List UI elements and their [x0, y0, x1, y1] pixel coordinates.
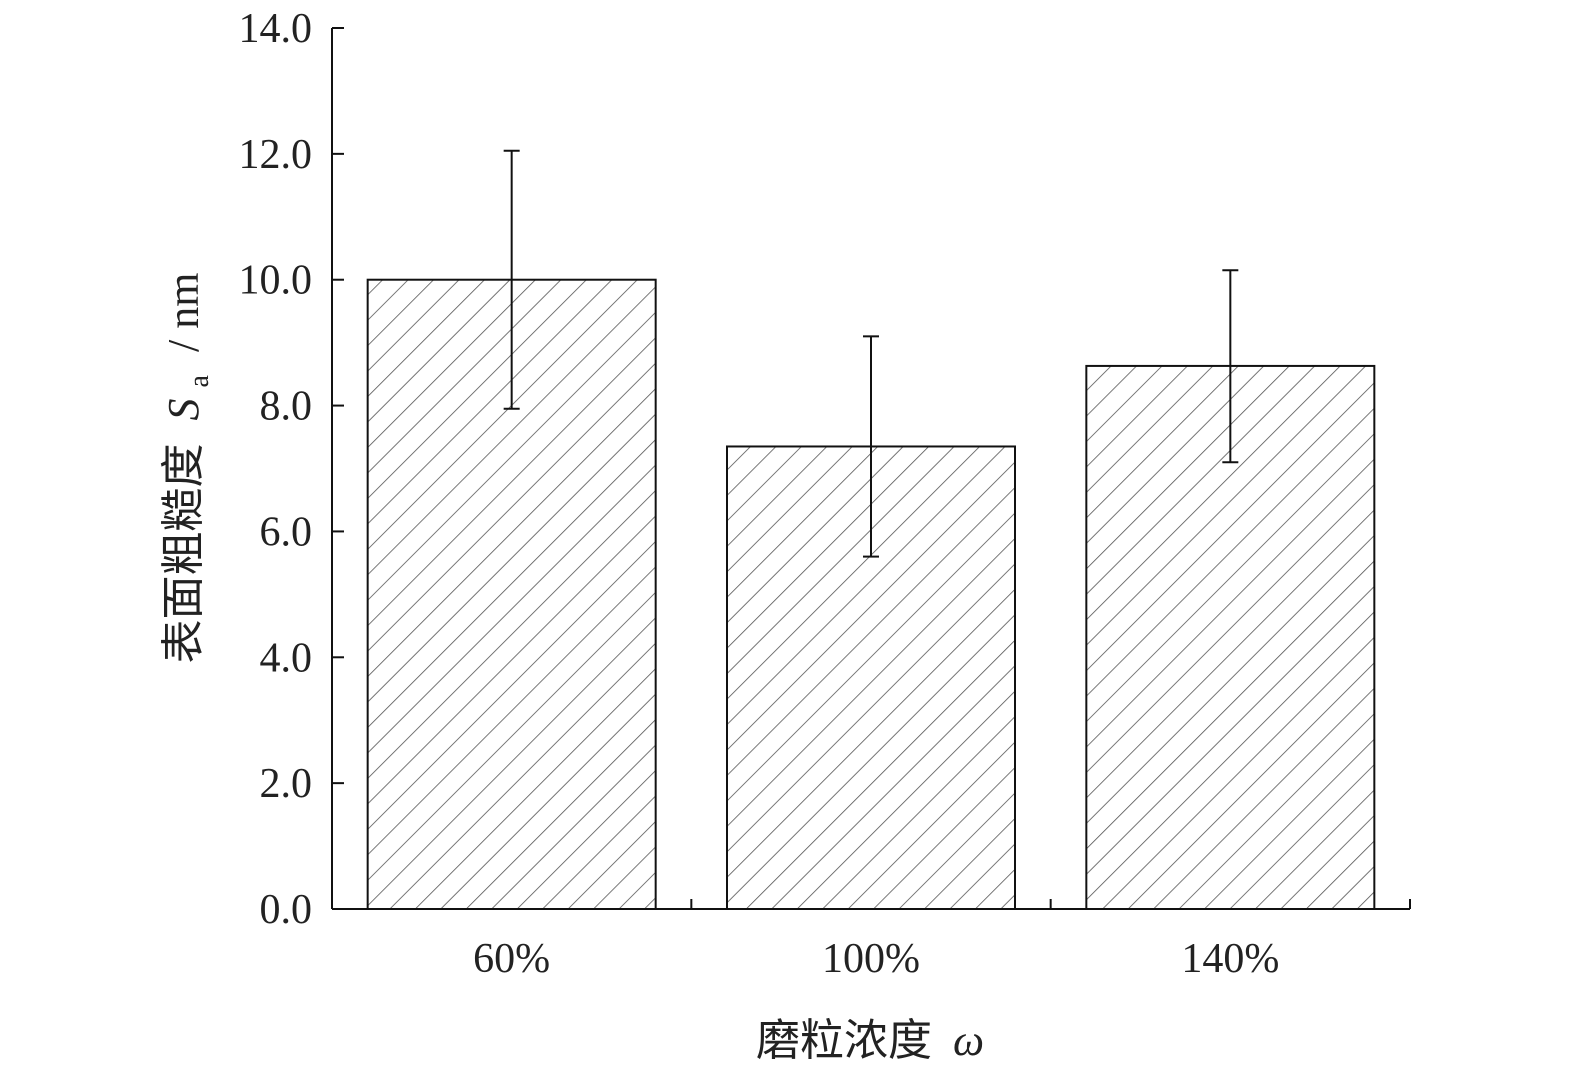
y-axis-title: 表面粗糙度 S a / nm — [159, 273, 218, 664]
x-axis-title: 磨粒浓度 ω — [756, 1016, 984, 1065]
y-tick-label: 14.0 — [239, 6, 313, 52]
x-axis-title-text: 磨粒浓度 — [756, 1016, 932, 1065]
x-axis-title-symbol: ω — [953, 1016, 984, 1065]
x-tick-label: 100% — [822, 936, 920, 982]
y-tick-label: 12.0 — [239, 132, 313, 178]
y-axis-title-text: 表面粗糙度 — [159, 443, 208, 663]
y-tick-label: 8.0 — [260, 384, 313, 430]
error-bars — [503, 149, 1239, 558]
x-tick-label: 140% — [1181, 936, 1279, 982]
y-tick-label: 2.0 — [260, 761, 313, 807]
y-tick-label: 4.0 — [260, 635, 313, 681]
y-tick-label: 10.0 — [239, 258, 313, 304]
x-tick-label: 60% — [473, 936, 550, 982]
axes: 0.0 2.0 4.0 6.0 8.0 10.0 12.0 14.0 60% 100% 140% — [239, 6, 1411, 982]
y-axis-title-symbol: S — [159, 398, 208, 420]
y-axis-title-unit: / nm — [159, 273, 208, 352]
y-tick-label: 6.0 — [260, 509, 313, 555]
y-tick-label: 0.0 — [260, 887, 313, 933]
y-axis-title-subscript: a — [184, 374, 215, 387]
